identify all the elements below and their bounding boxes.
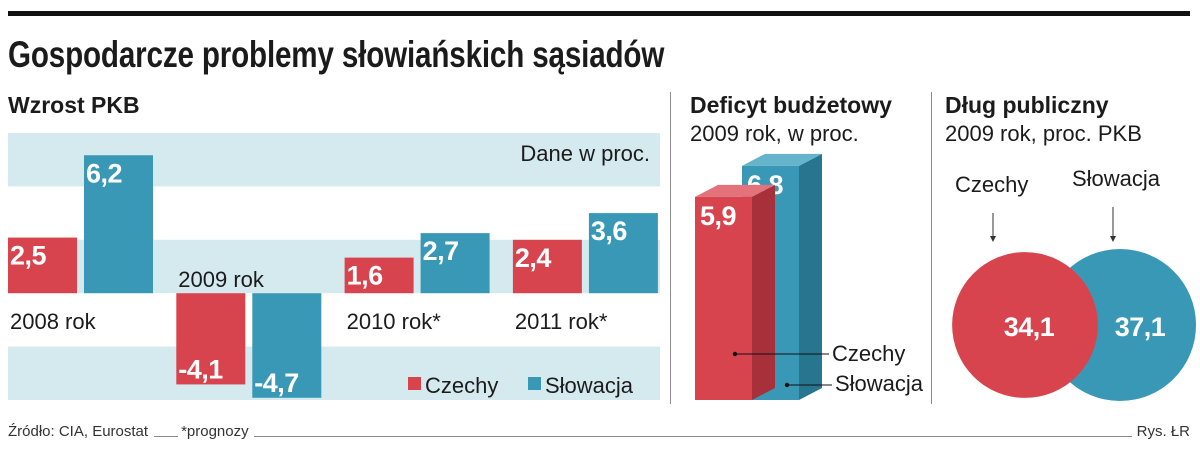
gdp-value-label-czechy-1: -4,1 — [178, 354, 223, 384]
deficit-bar-side-czechy — [752, 184, 775, 400]
debt-category-label-czechy: Czechy — [955, 172, 1028, 197]
top-rule — [8, 11, 1190, 16]
gdp-category-label-1: 2009 rok — [178, 267, 265, 292]
gdp-value-label-czechy-2: 1,6 — [347, 261, 384, 291]
leader-dot-slowacja — [784, 382, 790, 388]
deficit-panel-title: Deficyt budżetowy — [690, 92, 892, 118]
debt-value-label-czechy: 34,1 — [1004, 312, 1055, 342]
gdp-bar-slowacja-0 — [84, 155, 153, 294]
legend-label-slowacja: Słowacja — [545, 373, 634, 398]
units-note: Dane w proc. — [520, 141, 650, 166]
gdp-value-label-slowacja-3: 3,6 — [591, 216, 628, 246]
debt-value-label-slowacja: 37,1 — [1115, 312, 1166, 342]
gdp-bar-czechy-3 — [512, 239, 582, 294]
gdp-bar-czechy-0 — [8, 237, 77, 294]
panel-divider — [670, 92, 671, 404]
deficit-bar-top-slowacja — [742, 153, 822, 166]
panel-divider — [931, 92, 932, 404]
deficit-bar-side-slowacja — [799, 153, 822, 400]
arrow-head-icon — [990, 236, 996, 242]
gdp-category-label-2: 2010 rok* — [347, 309, 442, 334]
gdp-category-label-3: 2011 rok* — [515, 309, 608, 334]
deficit-category-label-slowacja: Słowacja — [835, 371, 924, 396]
deficit-bar-top-czechy — [695, 184, 775, 197]
deficit-category-label-czechy: Czechy — [832, 341, 905, 366]
gdp-growth-chart: Dane w proc. 2,5 6,2 2008 rok -4,1 -4,7 2009 r… — [8, 133, 660, 400]
gdp-panel-title: Wzrost PKB — [8, 92, 140, 118]
debt-category-label-slowacja: Słowacja — [1072, 166, 1161, 191]
source-note: Źródło: CIA, Eurostat — [8, 423, 149, 440]
legend-label-czechy: Czechy — [425, 373, 498, 398]
gdp-value-label-slowacja-0: 6,2 — [86, 158, 122, 188]
debt-panel-title: Dług publiczny — [945, 92, 1109, 118]
credit-note: Rys. ŁR — [1136, 423, 1190, 440]
gdp-category-label-0: 2008 rok — [10, 309, 97, 334]
forecast-note: *prognozy — [181, 423, 249, 440]
public-debt-chart: 34,1 37,1 Czechy Słowacja — [952, 166, 1197, 402]
gdp-bar-slowacja-3 — [588, 213, 658, 294]
footer: Źródło: CIA, Eurostat *prognozy Rys. ŁR — [8, 423, 1190, 441]
footer-rule — [253, 436, 1132, 437]
deficit-bar-czechy — [695, 196, 752, 400]
deficit-value-label-czechy: 5,9 — [700, 201, 737, 231]
debt-panel-subtitle: 2009 rok, proc. PKB — [945, 121, 1142, 146]
grid-band — [8, 346, 660, 400]
gdp-value-label-czechy-3: 2,4 — [515, 243, 552, 273]
gdp-bar-slowacja-1 — [252, 293, 322, 398]
page-title: Gospodarcze problemy słowiańskich sąsiad… — [8, 34, 665, 75]
gdp-value-label-slowacja-2: 2,7 — [423, 236, 459, 266]
gdp-value-label-czechy-0: 2,5 — [10, 241, 47, 271]
arrow-head-icon — [1110, 236, 1116, 242]
debt-circle-czechy — [952, 252, 1098, 398]
legend-swatch-slowacja — [528, 377, 541, 390]
deficit-panel-subtitle: 2009 rok, w proc. — [690, 121, 859, 146]
leader-dot-czechy — [732, 351, 738, 357]
legend-swatch-czechy — [408, 377, 421, 390]
footer-rule — [154, 436, 179, 437]
gdp-value-label-slowacja-1: -4,7 — [254, 368, 299, 398]
gdp-bar-czechy-2 — [344, 257, 414, 294]
gdp-bar-slowacja-2 — [420, 233, 490, 294]
gdp-bar-czechy-1 — [176, 293, 246, 385]
